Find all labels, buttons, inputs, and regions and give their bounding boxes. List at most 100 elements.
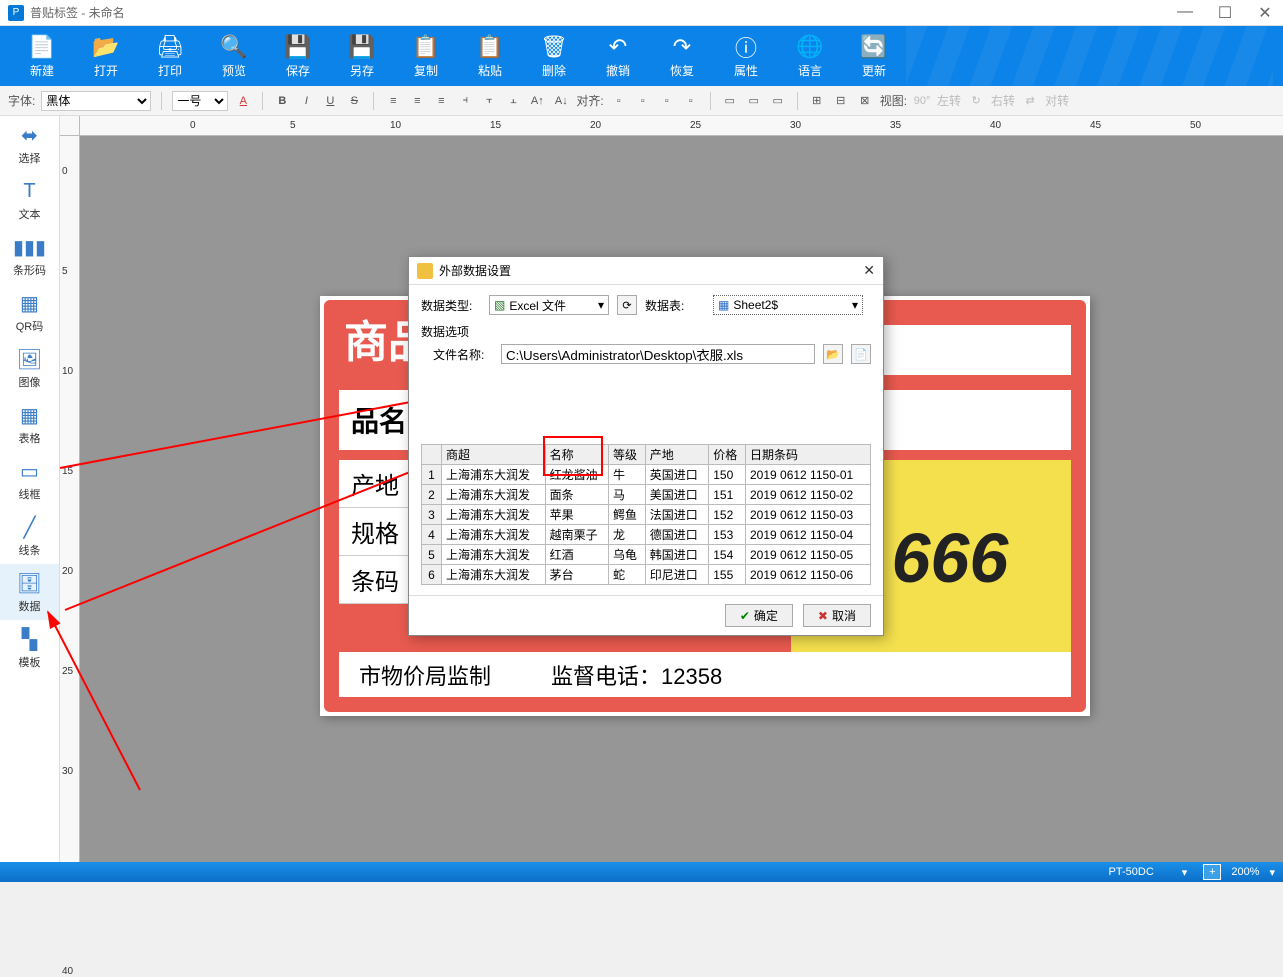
- font-shrink-icon[interactable]: A↓: [552, 92, 570, 110]
- font-label: 字体:: [8, 92, 35, 109]
- align-v2-icon[interactable]: ⫟: [480, 92, 498, 110]
- save-as-button[interactable]: 💾另存: [330, 34, 394, 79]
- tool-text[interactable]: T文本: [0, 172, 59, 228]
- size-select[interactable]: 一号: [172, 91, 228, 111]
- table-row[interactable]: 4上海浦东大润发越南栗子龙德国进口1532019 0612 1150-04: [422, 525, 871, 545]
- data-preview-table[interactable]: 商超名称等级产地价格日期条码 1上海浦东大润发红龙酱油牛英国进口1502019 …: [421, 444, 871, 585]
- column-header[interactable]: 产地: [645, 445, 708, 465]
- align-left-icon[interactable]: ≡: [384, 92, 402, 110]
- data-table-select[interactable]: ▦Sheet2$▾: [713, 295, 863, 315]
- rect-icon: ▭: [15, 458, 45, 484]
- tool-table[interactable]: ▦表格: [0, 396, 59, 452]
- window-title: 普贴标签 - 未命名: [30, 4, 125, 21]
- delete-button[interactable]: 🗑删除: [522, 34, 586, 79]
- redo-button[interactable]: ↷恢复: [650, 34, 714, 79]
- new-icon: 📄: [29, 34, 55, 60]
- al4-icon[interactable]: ▫: [682, 92, 700, 110]
- column-header[interactable]: 名称: [545, 445, 608, 465]
- save-button[interactable]: 💾保存: [266, 34, 330, 79]
- file-button-2[interactable]: 📄: [851, 344, 871, 364]
- dist1-icon[interactable]: ▭: [721, 92, 739, 110]
- al2-icon[interactable]: ▫: [634, 92, 652, 110]
- props-button[interactable]: ⓘ属性: [714, 34, 778, 79]
- table-row[interactable]: 6上海浦东大润发茅台蛇印尼进口1552019 0612 1150-06: [422, 565, 871, 585]
- titlebar: P 普贴标签 - 未命名 — ☐ ✕: [0, 0, 1283, 26]
- align-center-icon[interactable]: ≡: [408, 92, 426, 110]
- align-v1-icon[interactable]: ⫞: [456, 92, 474, 110]
- tool-line[interactable]: ╱线条: [0, 508, 59, 564]
- al3-icon[interactable]: ▫: [658, 92, 676, 110]
- font-color-icon[interactable]: A: [234, 92, 252, 110]
- refresh-button[interactable]: ⟳: [617, 295, 637, 315]
- print-button[interactable]: 🖨打印: [138, 34, 202, 79]
- table-row[interactable]: 1上海浦东大润发红龙酱油牛英国进口1502019 0612 1150-01: [422, 465, 871, 485]
- dialog-title: 外部数据设置: [439, 262, 511, 279]
- bold-icon[interactable]: B: [273, 92, 291, 110]
- device-name: PT-50DC: [1089, 866, 1174, 878]
- dist2-icon[interactable]: ▭: [745, 92, 763, 110]
- tool-qrcode[interactable]: ▦QR码: [0, 284, 59, 340]
- rotate-left[interactable]: 左转: [937, 92, 961, 109]
- column-header[interactable]: 商超: [442, 445, 546, 465]
- dist3-icon[interactable]: ▭: [769, 92, 787, 110]
- al1-icon[interactable]: ▫: [610, 92, 628, 110]
- rotate-right[interactable]: 右转: [991, 92, 1015, 109]
- grp2-icon[interactable]: ⊟: [832, 92, 850, 110]
- ruler-vertical: 0510152025303540: [60, 136, 80, 862]
- minimize-button[interactable]: —: [1175, 3, 1195, 23]
- tool-data[interactable]: 🗄数据: [0, 564, 59, 620]
- tool-barcode[interactable]: ▮▮▮条形码: [0, 228, 59, 284]
- tool-rect[interactable]: ▭线框: [0, 452, 59, 508]
- font-select[interactable]: 黑体: [41, 91, 151, 111]
- table-row[interactable]: 3上海浦东大润发苹果鳄鱼法国进口1522019 0612 1150-03: [422, 505, 871, 525]
- open-icon: 📂: [93, 34, 119, 60]
- font-grow-icon[interactable]: A↑: [528, 92, 546, 110]
- ok-button[interactable]: ✔确定: [725, 604, 793, 627]
- underline-icon[interactable]: U: [321, 92, 339, 110]
- grp3-icon[interactable]: ⊠: [856, 92, 874, 110]
- flip[interactable]: 对转: [1045, 92, 1069, 109]
- data-type-select[interactable]: ▧Excel 文件▾: [489, 295, 609, 315]
- cancel-button[interactable]: ✖取消: [803, 604, 871, 627]
- copy-icon: 📋: [413, 34, 439, 60]
- open-button[interactable]: 📂打开: [74, 34, 138, 79]
- copy-button[interactable]: 📋复制: [394, 34, 458, 79]
- align-label: 对齐:: [576, 92, 603, 109]
- card-footer: 市物价局监制 监督电话：12358: [339, 652, 1071, 697]
- data-table-label: 数据表:: [645, 297, 705, 314]
- preview-icon: 🔍: [221, 34, 247, 60]
- browse-button[interactable]: 📂: [823, 344, 843, 364]
- strike-icon[interactable]: S: [345, 92, 363, 110]
- update-button[interactable]: 🔄更新: [842, 34, 906, 79]
- rotate90-icon[interactable]: 90°: [913, 92, 931, 110]
- align-right-icon[interactable]: ≡: [432, 92, 450, 110]
- price-value: 666: [892, 518, 1009, 598]
- rotate-right-icon[interactable]: ↻: [967, 92, 985, 110]
- preview-button[interactable]: 🔍预览: [202, 34, 266, 79]
- lang-button[interactable]: 🌐语言: [778, 34, 842, 79]
- undo-button[interactable]: ↶撤销: [586, 34, 650, 79]
- close-button[interactable]: ✕: [1255, 3, 1275, 23]
- column-header[interactable]: 价格: [709, 445, 746, 465]
- text-icon: T: [15, 178, 45, 204]
- tool-template[interactable]: ▚模板: [0, 620, 59, 676]
- grp1-icon[interactable]: ⊞: [808, 92, 826, 110]
- italic-icon[interactable]: I: [297, 92, 315, 110]
- table-row[interactable]: 2上海浦东大润发面条马美国进口1512019 0612 1150-02: [422, 485, 871, 505]
- zoom-value: 200%: [1225, 866, 1265, 878]
- align-v3-icon[interactable]: ⫠: [504, 92, 522, 110]
- barcode-icon: ▮▮▮: [15, 234, 45, 260]
- column-header[interactable]: 等级: [609, 445, 646, 465]
- table-row[interactable]: 5上海浦东大润发红酒乌龟韩国进口1542019 0612 1150-05: [422, 545, 871, 565]
- column-header[interactable]: 日期条码: [746, 445, 871, 465]
- maximize-button[interactable]: ☐: [1215, 3, 1235, 23]
- paste-button[interactable]: 📋粘贴: [458, 34, 522, 79]
- tool-image[interactable]: 🖼图像: [0, 340, 59, 396]
- redo-icon: ↷: [669, 34, 695, 60]
- file-path-input[interactable]: [501, 344, 815, 364]
- dialog-close-button[interactable]: ✕: [863, 262, 875, 279]
- flip-icon[interactable]: ⇄: [1021, 92, 1039, 110]
- tool-select[interactable]: ⬌选择: [0, 116, 59, 172]
- zoom-in-button[interactable]: +: [1203, 864, 1221, 880]
- new-button[interactable]: 📄新建: [10, 34, 74, 79]
